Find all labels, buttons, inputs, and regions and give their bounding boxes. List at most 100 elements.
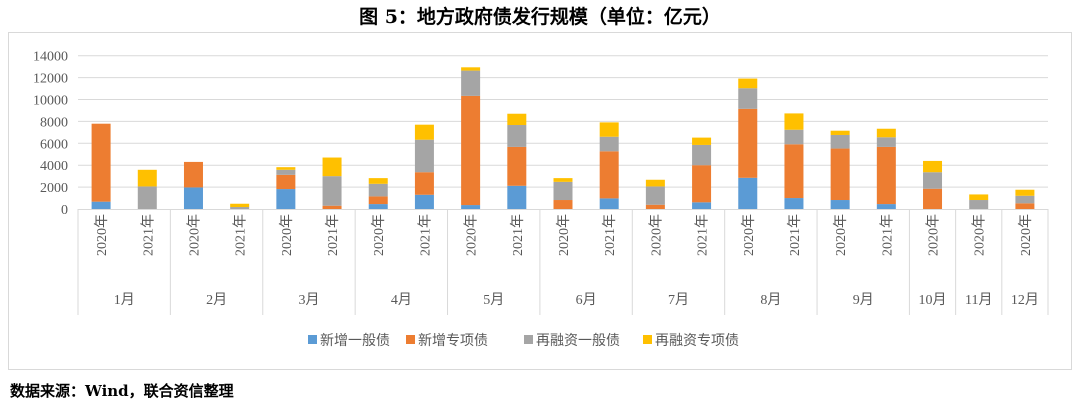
bar-segment-3 [507, 125, 527, 147]
bar-segment-1 [414, 194, 434, 209]
legend-label: 再融资一般债 [536, 333, 620, 349]
x-month-label: 2月 [206, 292, 227, 308]
x-month-label: 10月 [919, 292, 947, 308]
bar-segment-3 [876, 137, 896, 147]
bar-segment-2 [322, 205, 342, 209]
bar-segment-1 [183, 187, 203, 209]
bar-segment-2 [414, 172, 434, 195]
x-year-label: 2020年 [556, 214, 572, 256]
bar-segment-4 [1015, 189, 1035, 196]
bar-segment-4 [414, 124, 434, 140]
bar-segment-1 [830, 200, 850, 209]
x-year-label: 2020年 [648, 214, 664, 256]
x-year-label: 2021年 [233, 214, 249, 256]
x-year-label: 2021年 [510, 214, 526, 256]
bar-segment-3 [923, 172, 943, 189]
y-tick-label: 6000 [40, 137, 68, 152]
bar-segment-1 [692, 202, 712, 209]
x-year-label: 2021年 [140, 214, 156, 256]
bar-segment-1 [784, 198, 804, 209]
bar-segment-4 [137, 169, 157, 187]
bar-segment-2 [784, 144, 804, 199]
x-year-label: 2020年 [1018, 214, 1034, 256]
bar-segment-4 [738, 78, 758, 89]
bar-segment-4 [969, 194, 989, 201]
bar-segment-1 [276, 189, 296, 209]
legend-label: 新增一般债 [320, 333, 390, 349]
bar-segment-3 [230, 207, 250, 209]
bar-segment-1 [461, 205, 481, 209]
bar-segment-1 [368, 204, 388, 209]
bar-segment-2 [692, 165, 712, 203]
bar-segment-2 [1015, 203, 1035, 209]
legend-label: 新增专项债 [418, 333, 488, 349]
x-month-label: 7月 [668, 292, 689, 308]
x-year-label: 2020年 [464, 214, 480, 256]
x-year-label: 2020年 [972, 214, 988, 256]
y-tick-label: 14000 [33, 50, 68, 65]
x-year-label: 2021年 [787, 214, 803, 256]
bar-segment-3 [738, 88, 758, 109]
bar-segment-3 [645, 186, 665, 205]
bar-segment-3 [137, 186, 157, 209]
bar-segment-3 [553, 181, 573, 201]
x-year-label: 2020年 [741, 214, 757, 256]
bar-segment-1 [738, 177, 758, 209]
x-year-label: 2020年 [926, 214, 942, 256]
bar-segment-2 [553, 200, 573, 209]
x-month-label: 6月 [576, 292, 597, 308]
legend-swatch [643, 335, 652, 344]
x-month-label: 11月 [965, 292, 992, 308]
y-tick-label: 0 [61, 203, 68, 218]
bar-segment-2 [923, 188, 943, 209]
bar-segment-3 [599, 136, 619, 152]
x-month-label: 12月 [1011, 292, 1039, 308]
bar-segment-1 [599, 198, 619, 209]
source-note: 数据来源：Wind，联合资信整理 [10, 382, 234, 400]
bar-segment-3 [830, 134, 850, 149]
x-year-label: 2021年 [417, 214, 433, 256]
bar-segment-2 [830, 148, 850, 201]
x-month-label: 3月 [298, 292, 319, 308]
bar-segment-3 [784, 129, 804, 145]
bar-segment-4 [553, 178, 573, 182]
y-tick-label: 4000 [40, 159, 68, 174]
x-year-label: 2020年 [186, 214, 202, 256]
bar-segment-2 [507, 146, 527, 186]
bar-segment-1 [876, 204, 896, 209]
bar-segment-3 [692, 144, 712, 166]
x-month-label: 8月 [760, 292, 781, 308]
bar-segment-2 [91, 123, 111, 202]
bar-segment-4 [507, 113, 527, 126]
bar-segment-4 [923, 160, 943, 173]
bar-segment-4 [692, 137, 712, 145]
bar-segment-2 [368, 196, 388, 205]
bar-segment-4 [876, 128, 896, 138]
bar-segment-3 [461, 70, 481, 96]
x-year-label: 2020年 [279, 214, 295, 256]
bar-segment-4 [599, 122, 619, 137]
bar-segment-2 [738, 108, 758, 178]
y-tick-label: 10000 [33, 94, 68, 109]
x-year-label: 2020年 [371, 214, 387, 256]
bar-segment-4 [784, 113, 804, 130]
bar-segment-4 [645, 179, 665, 187]
bar-segment-4 [230, 203, 250, 208]
x-year-label: 2021年 [695, 214, 711, 256]
bar-segment-3 [368, 183, 388, 197]
bar-segment-4 [322, 157, 342, 177]
legend-label: 再融资专项债 [655, 333, 739, 349]
chart-frame [8, 32, 1072, 370]
y-tick-label: 12000 [33, 72, 68, 87]
x-month-label: 5月 [483, 292, 504, 308]
x-year-label: 2021年 [879, 214, 895, 256]
bar-segment-3 [276, 169, 296, 175]
bar-segment-1 [91, 201, 111, 209]
y-tick-label: 8000 [40, 115, 68, 130]
legend-swatch [308, 335, 317, 344]
x-month-label: 9月 [853, 292, 874, 308]
bar-segment-4 [830, 130, 850, 135]
x-year-label: 2020年 [833, 214, 849, 256]
bar-segment-3 [1015, 195, 1035, 204]
